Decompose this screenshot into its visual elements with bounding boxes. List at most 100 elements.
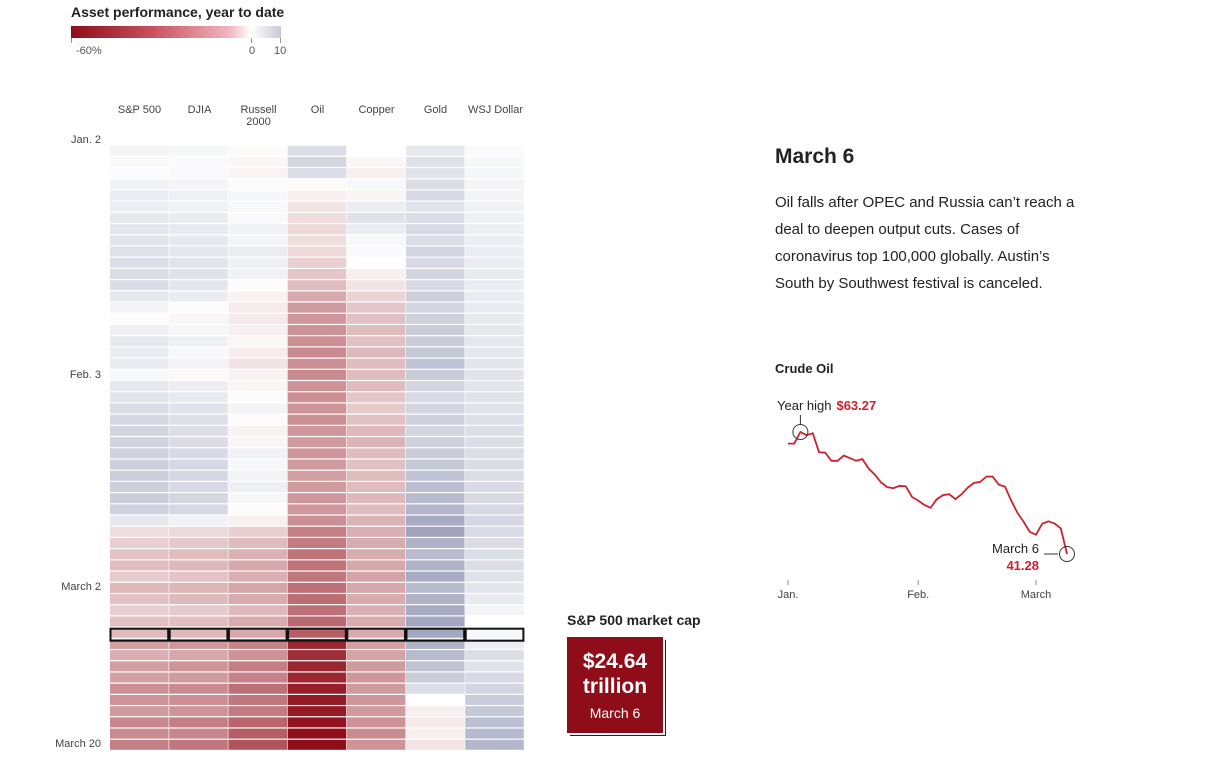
heatmap-cell — [228, 515, 287, 526]
heatmap-cell — [406, 582, 465, 593]
heatmap-cell — [287, 212, 347, 223]
event-date-title: March 6 — [775, 145, 855, 168]
heatmap-cell — [110, 145, 169, 156]
heatmap-cell — [110, 291, 169, 302]
heatmap-cell — [287, 313, 347, 324]
heatmap-cell — [110, 358, 169, 369]
heatmap-cell — [169, 179, 228, 190]
heatmap-cell — [169, 470, 228, 481]
heatmap-cell — [169, 425, 228, 436]
heatmap-cell — [287, 706, 347, 717]
heatmap-cell — [169, 381, 228, 392]
heatmap-cell — [287, 134, 347, 145]
heatmap-cell — [110, 257, 169, 268]
heatmap-cell — [228, 627, 287, 638]
heatmap-cell — [346, 145, 406, 156]
legend-tick-zero — [251, 38, 252, 43]
heatmap-cell — [169, 246, 228, 257]
heatmap-cell — [406, 605, 465, 616]
heatmap-cell — [465, 526, 524, 537]
heatmap-cell — [465, 212, 524, 223]
heatmap-cell — [465, 392, 524, 403]
heatmap-cell — [346, 201, 406, 212]
heatmap-cell — [406, 156, 465, 167]
legend-min-label: -60% — [76, 45, 102, 57]
heatmap-cell — [346, 358, 406, 369]
heatmap-cell — [465, 313, 524, 324]
heatmap-cell — [110, 560, 169, 571]
heatmap-cell — [346, 627, 406, 638]
heatmap-cell — [110, 347, 169, 358]
heatmap-cell — [287, 549, 347, 560]
column-header-oil: Oil — [310, 104, 325, 116]
legend-title: Asset performance, year to date — [71, 4, 285, 20]
heatmap-cell — [346, 661, 406, 672]
heatmap-cell — [287, 560, 347, 571]
heatmap-cell — [228, 717, 287, 728]
end-point-label: March 6 — [992, 541, 1039, 556]
crude-oil-line-chart: Year high $63.27 March 6 41.28 Jan. Feb. Ma… — [777, 398, 1075, 601]
heatmap-cell — [169, 582, 228, 593]
heatmap-cell — [406, 627, 465, 638]
heatmap-cell — [287, 594, 347, 605]
heatmap-cell — [465, 224, 524, 235]
heatmap-cell — [110, 661, 169, 672]
x-axis-tick-label: March — [1021, 589, 1052, 601]
heatmap-cell — [228, 257, 287, 268]
heatmap-cell — [406, 571, 465, 582]
heatmap-cell — [228, 683, 287, 694]
heatmap-cell — [228, 212, 287, 223]
heatmap-cell — [465, 605, 524, 616]
heatmap-cell — [228, 403, 287, 414]
heatmap-cell — [287, 269, 347, 280]
heatmap-cell — [228, 538, 287, 549]
heatmap-cell — [228, 560, 287, 571]
heatmap-cell — [228, 291, 287, 302]
heatmap-cell — [169, 638, 228, 649]
heatmap-cell — [346, 269, 406, 280]
heatmap-cell — [228, 638, 287, 649]
heatmap-cell — [110, 650, 169, 661]
heatmap-cell — [287, 728, 347, 739]
heatmap-cell — [110, 201, 169, 212]
heatmap-cell — [228, 313, 287, 324]
heatmap-cell — [169, 212, 228, 223]
heatmap-cell — [110, 706, 169, 717]
heatmap-cell — [406, 650, 465, 661]
heatmap-cell — [228, 437, 287, 448]
heatmap-cell — [110, 302, 169, 313]
heatmap-cell — [346, 459, 406, 470]
heatmap-cell — [110, 694, 169, 705]
heatmap-cell — [110, 515, 169, 526]
heatmap-cell — [465, 257, 524, 268]
heatmap-cell — [169, 661, 228, 672]
heatmap-cell — [110, 582, 169, 593]
heatmap-cell — [406, 168, 465, 179]
heatmap-cell — [346, 493, 406, 504]
heatmap-cell — [110, 538, 169, 549]
heatmap-cell — [169, 538, 228, 549]
heatmap-cell — [228, 246, 287, 257]
heatmap-cell — [465, 672, 524, 683]
heatmap-cell — [406, 661, 465, 672]
heatmap-cell — [169, 481, 228, 492]
heatmap-cell — [465, 661, 524, 672]
heatmap-cell — [110, 526, 169, 537]
heatmap-cell — [110, 739, 169, 750]
heatmap-cell — [169, 616, 228, 627]
heatmap-cell — [228, 694, 287, 705]
heatmap-cell — [465, 493, 524, 504]
heatmap-cell — [110, 683, 169, 694]
heatmap-cell — [169, 257, 228, 268]
heatmap-cell — [228, 728, 287, 739]
legend-tick-max — [280, 38, 281, 43]
heatmap-cell — [287, 638, 347, 649]
heatmap-cell — [406, 313, 465, 324]
heatmap-cell — [346, 538, 406, 549]
heatmap-cell — [287, 650, 347, 661]
heatmap-cell — [110, 717, 169, 728]
heatmap-cell — [406, 246, 465, 257]
heatmap-cell — [346, 526, 406, 537]
heatmap-cell — [228, 358, 287, 369]
column-header-copper: Copper — [358, 104, 395, 116]
